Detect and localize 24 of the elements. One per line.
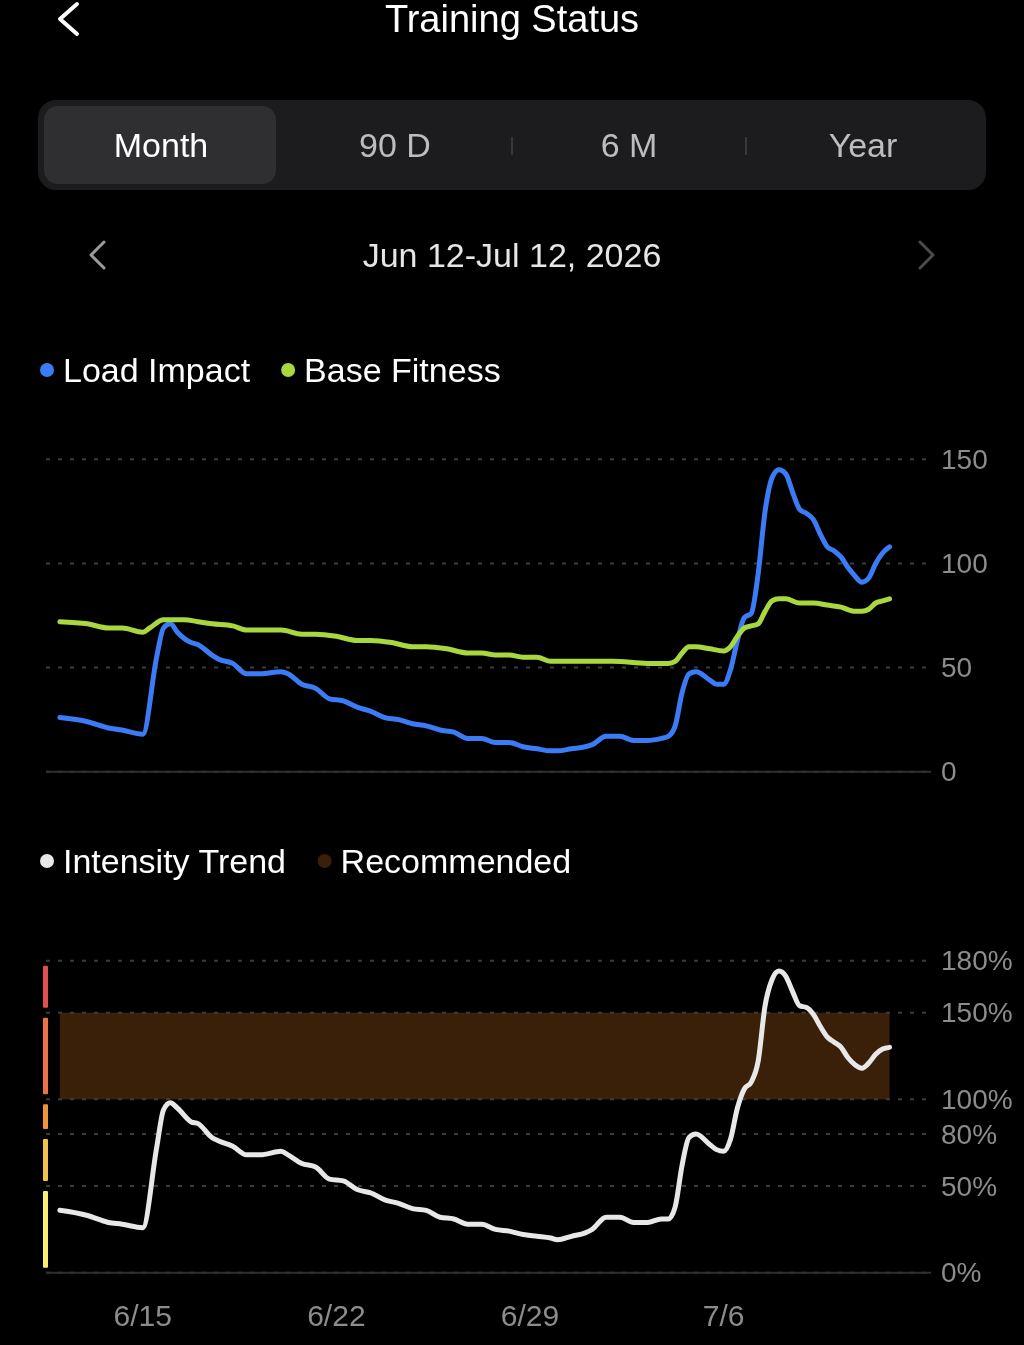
x-tick-label: 6/29 (500, 1299, 560, 1333)
legend-label: Load Impact (63, 351, 251, 389)
x-tick-label: 6/15 (113, 1299, 172, 1333)
y-tick-label: 50% (941, 1170, 998, 1202)
legend-label: Recommended (340, 842, 572, 880)
x-tick-label: 6/22 (307, 1299, 366, 1333)
text: 90 D (359, 126, 431, 164)
y-tick-label: 150% (941, 997, 1013, 1029)
y-tick-label: 80% (941, 1118, 998, 1150)
text: 6 M (600, 126, 658, 164)
y-tick-label: 150 (941, 443, 988, 475)
y-tick-label: 50 (941, 652, 973, 684)
legend-label: Base Fitness (304, 351, 501, 389)
text: Month (113, 126, 209, 164)
x-tick-label: 7/6 (702, 1299, 745, 1333)
y-tick-label: 0% (941, 1257, 982, 1289)
y-tick-label: 0 (941, 756, 957, 788)
text: Training Status (384, 0, 640, 40)
text: Year (828, 126, 898, 164)
legend-label: Intensity Trend (63, 842, 287, 880)
y-tick-label: 180% (941, 945, 1013, 977)
y-tick-label: 100 (941, 547, 988, 579)
text: Jun 12-Jul 12, 2026 (362, 236, 662, 274)
y-tick-label: 100% (941, 1083, 1013, 1115)
